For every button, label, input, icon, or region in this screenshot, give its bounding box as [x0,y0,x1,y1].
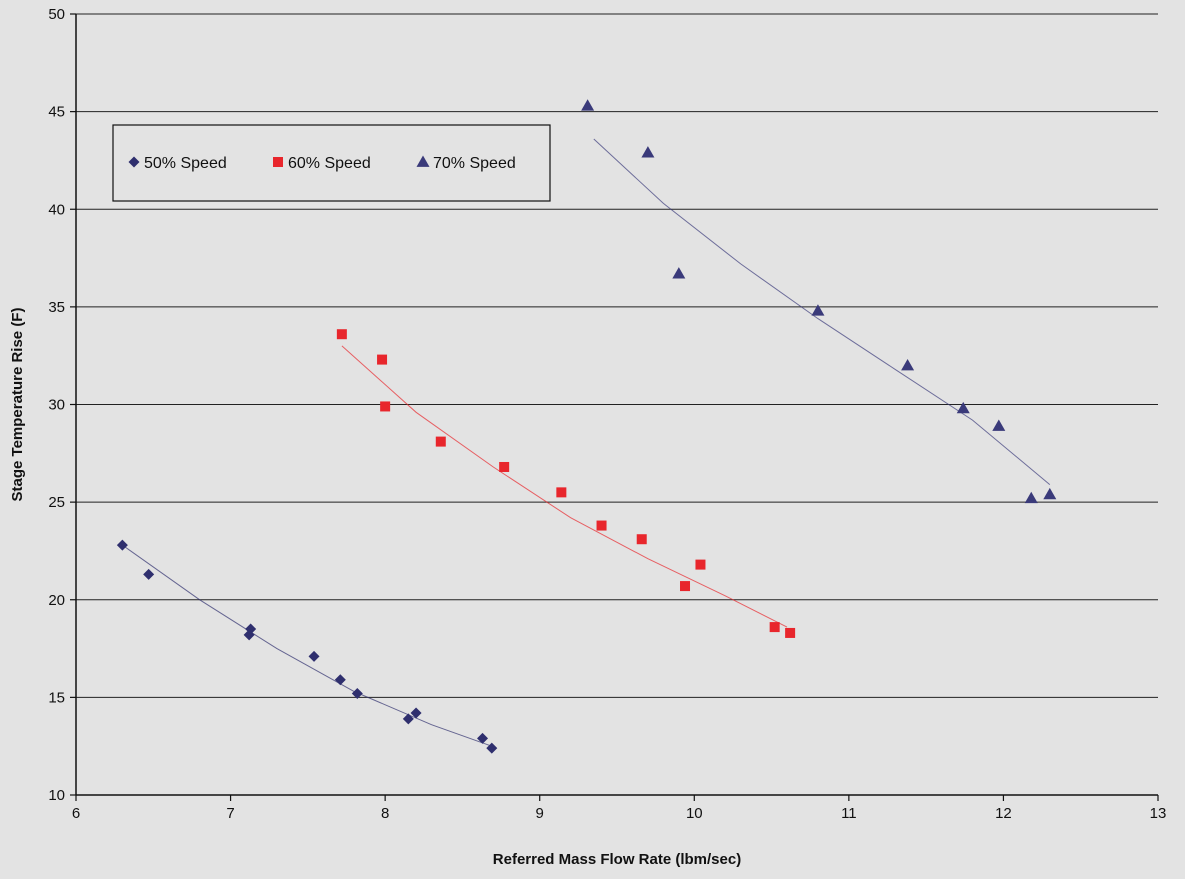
point-50-speed [477,732,489,744]
x-tick-label: 11 [841,805,857,822]
gridlines [76,13,1158,698]
x-axis-title: Referred Mass Flow Rate (lbm/sec) [493,851,741,868]
tick-labels: 10 15 20 25 30 35 40 45 50 6 7 8 9 10 11 12 13 [48,6,1166,822]
legend-marker-50-speed [128,156,140,168]
point-60-speed [435,436,446,447]
x-tick-label: 7 [226,805,234,822]
point-50-speed [245,623,257,635]
point-70-speed [1043,487,1057,500]
point-50-speed [334,674,346,686]
legend-items: 50% Speed 60% Speed 70% Speed [128,155,516,172]
trendlines [122,138,1051,747]
trendline-60-speed [341,345,788,628]
data-points [116,99,1057,754]
y-tick-label: 50 [48,6,65,23]
x-tick-label: 8 [381,805,389,822]
point-60-speed [636,534,647,545]
point-60-speed [695,559,706,570]
point-70-speed [672,267,686,279]
trendline-50-speed [122,544,492,747]
point-70-speed [956,401,970,414]
x-tick-label: 13 [1150,805,1167,822]
point-60-speed [380,401,391,412]
point-50-speed [351,687,363,699]
point-70-speed [901,358,915,371]
x-tick-label: 12 [995,805,1012,822]
point-70-speed [1024,491,1038,504]
point-60-speed [499,461,510,472]
legend-label-60-speed: 60% Speed [288,155,371,172]
point-60-speed [377,354,388,365]
y-tick-label: 15 [48,689,65,706]
y-tick-label: 40 [48,201,65,218]
x-tick-label: 6 [72,805,80,822]
point-60-speed [769,622,780,633]
point-60-speed [596,520,607,531]
point-70-speed [581,99,595,111]
point-70-speed [811,304,825,316]
legend: 50% Speed 60% Speed 70% Speed [112,124,551,202]
point-50-speed [402,713,414,725]
point-70-speed [641,146,655,158]
y-tick-label: 20 [48,592,65,609]
point-60-speed [680,581,691,592]
y-tick-label: 35 [48,299,65,316]
y-axis-title: Stage Temperature Rise (F) [9,308,26,502]
trendline-70-speed [593,138,1051,485]
point-60-speed [785,627,796,638]
point-60-speed [336,329,347,340]
point-60-speed [556,487,567,498]
y-tick-label: 45 [48,104,65,121]
y-tick-label: 25 [48,494,65,511]
point-50-speed [308,650,320,662]
x-tick-label: 10 [686,805,703,822]
point-50-speed [486,742,498,754]
legend-box [112,124,551,202]
x-tick-label: 9 [536,805,544,822]
point-70-speed [992,419,1006,431]
legend-marker-60-speed [273,157,283,167]
point-50-speed [143,568,155,580]
legend-label-50-speed: 50% Speed [144,155,227,172]
legend-label-70-speed: 70% Speed [433,155,516,172]
y-tick-label: 10 [48,787,65,804]
point-50-speed [410,707,422,719]
legend-marker-70-speed [416,155,430,167]
axes [70,13,1159,801]
y-tick-label: 30 [48,397,65,414]
point-50-speed [116,539,128,551]
